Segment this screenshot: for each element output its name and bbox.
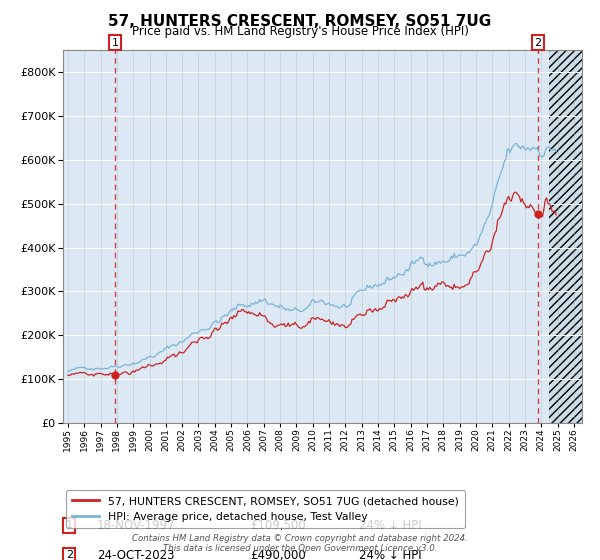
Text: 2: 2 [534,38,541,48]
Text: 24-OCT-2023: 24-OCT-2023 [97,548,174,560]
Text: 1: 1 [66,520,73,530]
Text: 24% ↓ HPI: 24% ↓ HPI [359,519,421,531]
Text: 18-NOV-1997: 18-NOV-1997 [97,519,175,531]
Point [533,210,542,219]
Point [110,370,119,379]
Text: 24% ↓ HPI: 24% ↓ HPI [359,548,421,560]
Legend: 57, HUNTERS CRESCENT, ROMSEY, SO51 7UG (detached house), HPI: Average price, det: 57, HUNTERS CRESCENT, ROMSEY, SO51 7UG (… [66,489,466,528]
Text: Contains HM Land Registry data © Crown copyright and database right 2024.
This d: Contains HM Land Registry data © Crown c… [132,534,468,553]
Text: £490,000: £490,000 [250,548,305,560]
Text: 57, HUNTERS CRESCENT, ROMSEY, SO51 7UG: 57, HUNTERS CRESCENT, ROMSEY, SO51 7UG [109,14,491,29]
Text: 2: 2 [65,550,73,560]
Bar [550,50,590,423]
Text: 1: 1 [112,38,118,48]
Text: Price paid vs. HM Land Registry's House Price Index (HPI): Price paid vs. HM Land Registry's House … [131,25,469,38]
Text: £109,500: £109,500 [250,519,305,531]
